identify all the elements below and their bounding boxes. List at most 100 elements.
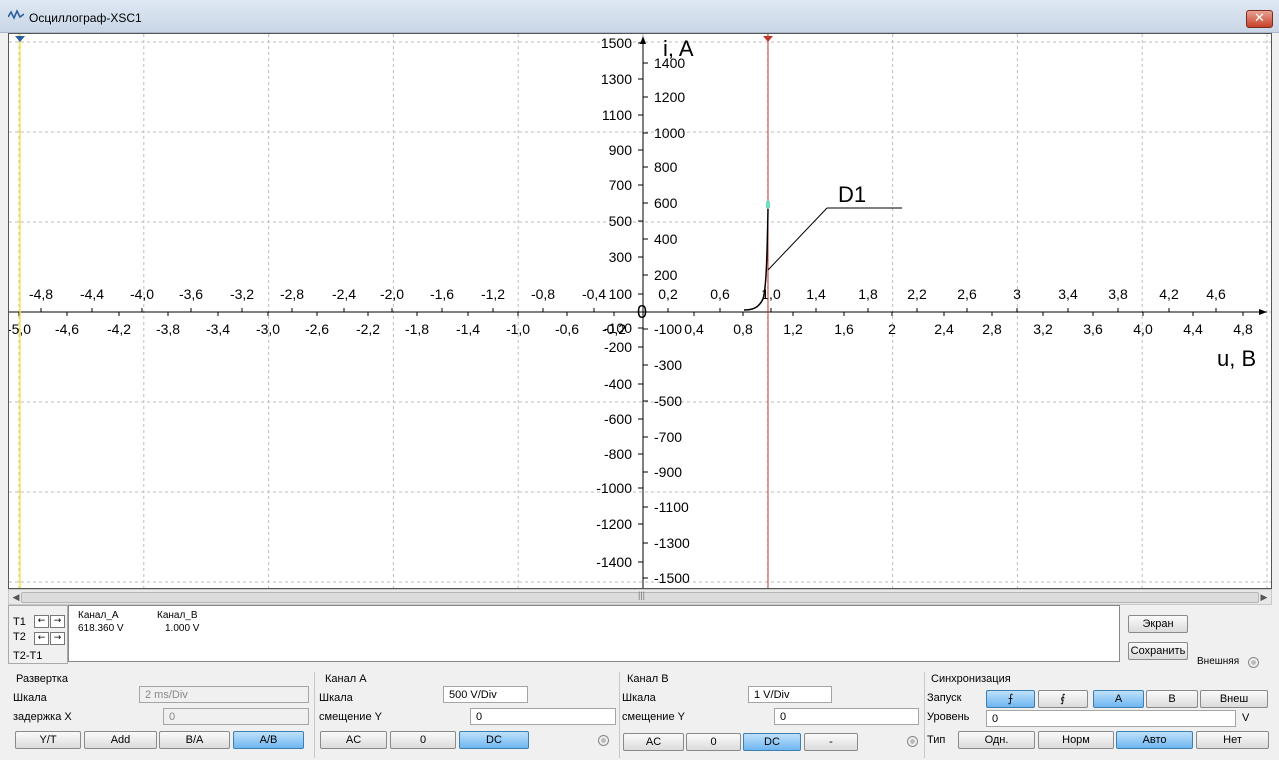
ab-button[interactable]: A/B	[233, 731, 304, 749]
y-tick-label-left: -200	[604, 339, 632, 355]
x-axis-title: u, B	[1217, 346, 1256, 371]
channel-b-dc-button[interactable]: DC	[743, 733, 801, 751]
channel-a-radio[interactable]	[598, 735, 609, 746]
y-tick-label-left: -400	[604, 376, 632, 392]
ba-button[interactable]: B/A	[159, 731, 230, 749]
normal-button[interactable]: Норм	[1038, 731, 1114, 749]
rising-edge-button[interactable]: ⨍	[986, 690, 1035, 708]
scroll-thumb[interactable]	[21, 592, 1259, 603]
x-tick-label-upper: -0,8	[531, 286, 555, 302]
x-tick-label-upper: -1,2	[481, 286, 505, 302]
channel-b-ac-button[interactable]: AC	[623, 733, 684, 751]
scroll-right-arrow-icon[interactable]: ▶	[1260, 592, 1268, 602]
x-tick-label-upper: 3	[1013, 286, 1021, 302]
scroll-grip-icon: |||	[638, 590, 646, 600]
trigger-source-ext-button[interactable]: Внеш	[1200, 690, 1268, 708]
y-tick-label-right: 800	[654, 159, 678, 175]
trigger-level-field[interactable]: 0	[986, 710, 1236, 727]
channel-a-title: Канал A	[325, 673, 367, 685]
x-tick-label-upper: 4,2	[1159, 286, 1179, 302]
channel-a-zero-button[interactable]: 0	[390, 731, 456, 749]
channel-a-ac-button[interactable]: AC	[320, 731, 387, 749]
close-button[interactable]: ✕	[1246, 10, 1273, 28]
origin-label: 0	[637, 302, 647, 322]
timebase-delay-field[interactable]: 0	[163, 708, 309, 725]
channel-a-dc-button[interactable]: DC	[459, 731, 529, 749]
yt-button[interactable]: Y/T	[15, 731, 81, 749]
y-tick-label-left: 300	[609, 249, 633, 265]
x-tick-label-upper: -4,0	[130, 286, 154, 302]
y-tick-label-right: 1200	[654, 89, 685, 105]
x-tick-label-lower: -1,8	[405, 321, 429, 337]
y-tick-label-right: 1400	[654, 55, 685, 71]
none-button[interactable]: Нет	[1196, 731, 1269, 749]
channel-a-scale-field[interactable]: 500 V/Div	[443, 686, 528, 703]
save-button[interactable]: Сохранить	[1128, 642, 1188, 660]
t1-left-arrow-icon[interactable]: ←	[34, 615, 49, 628]
x-tick-label-lower: 0,4	[684, 321, 704, 337]
x-tick-label-lower: -4,2	[107, 321, 131, 337]
cursor-t1-marker-icon	[15, 36, 25, 42]
y-tick-label-right: 1000	[654, 125, 685, 141]
t1-label: T1	[13, 616, 26, 628]
y-tick-label-left: -1000	[596, 480, 632, 496]
channel-b-offset-field[interactable]: 0	[774, 708, 919, 725]
x-tick-label-lower: 4,4	[1183, 321, 1203, 337]
y-tick-label-right: -1500	[654, 570, 690, 586]
x-tick-label-upper: -4,8	[29, 286, 53, 302]
timebase-scale-field[interactable]: 2 ms/Div	[139, 686, 309, 703]
x-tick-label-lower: 2,8	[982, 321, 1002, 337]
x-axis-arrow-icon	[1259, 309, 1267, 315]
channel-b-offset-label: смещение Y	[622, 711, 685, 723]
scroll-left-arrow-icon[interactable]: ◀	[12, 592, 20, 602]
channel-b-minus-button[interactable]: -	[804, 733, 858, 751]
t2-left-arrow-icon[interactable]: ←	[34, 632, 49, 645]
window-title: Осциллограф-XSC1	[29, 11, 142, 25]
horizontal-scrollbar[interactable]: ◀ ||| ▶	[8, 589, 1272, 605]
channel-b-zero-button[interactable]: 0	[686, 733, 741, 751]
y-tick-label-left: -600	[604, 411, 632, 427]
x-tick-label-lower: -0,2	[602, 321, 626, 337]
auto-button[interactable]: Авто	[1116, 731, 1193, 749]
external-radio[interactable]	[1248, 657, 1259, 668]
screen-button[interactable]: Экран	[1128, 615, 1188, 633]
add-button[interactable]: Add	[84, 731, 157, 749]
t2-right-arrow-icon[interactable]: →	[50, 632, 65, 645]
divider	[314, 672, 315, 758]
timebase-scale-label: Шкала	[13, 692, 47, 704]
x-tick-label-lower: -1,4	[456, 321, 480, 337]
t1-right-arrow-icon[interactable]: →	[50, 615, 65, 628]
channel-a-offset-field[interactable]: 0	[470, 708, 616, 725]
x-tick-label-upper: -3,2	[230, 286, 254, 302]
y-tick-label-left: 700	[609, 177, 633, 193]
y-tick-label-right: -100	[654, 321, 682, 337]
x-tick-label-lower: -3,0	[256, 321, 280, 337]
x-tick-label-upper: 1,4	[806, 286, 826, 302]
x-tick-label-lower: 0,8	[733, 321, 753, 337]
y-tick-label-left: -1400	[596, 554, 632, 570]
trigger-type-label: Тип	[927, 734, 946, 746]
single-button[interactable]: Одн.	[958, 731, 1035, 749]
x-tick-label-upper: 2,2	[907, 286, 927, 302]
readout-t1-b: 1.000 V	[165, 623, 200, 634]
y-tick-label-right: 400	[654, 231, 678, 247]
channel-b-scale-field[interactable]: 1 V/Div	[748, 686, 832, 703]
cursor-panel: T1 ← → T2 ← → T2-T1	[8, 605, 68, 664]
channel-b-radio[interactable]	[907, 736, 918, 747]
t2-t1-label: T2-T1	[13, 650, 43, 662]
readout-header-a: Канал_A	[78, 610, 119, 621]
falling-edge-button[interactable]: ⨐	[1038, 690, 1088, 708]
x-tick-label-upper: 2,6	[957, 286, 977, 302]
timebase-title: Развертка	[16, 673, 68, 685]
y-axis-arrow-icon	[640, 36, 646, 44]
x-tick-label-lower: -3,4	[206, 321, 230, 337]
divider	[619, 672, 620, 758]
trigger-source-b-button[interactable]: B	[1146, 690, 1198, 708]
y-axis-title: i, A	[663, 36, 694, 61]
y-tick-label-right: -1100	[654, 499, 689, 515]
x-tick-label-lower: 4,8	[1233, 321, 1253, 337]
trigger-source-a-button[interactable]: A	[1093, 690, 1144, 708]
y-tick-label-left: 900	[609, 142, 633, 158]
y-tick-label-right: -1300	[654, 535, 690, 551]
t2-label: T2	[13, 631, 26, 643]
